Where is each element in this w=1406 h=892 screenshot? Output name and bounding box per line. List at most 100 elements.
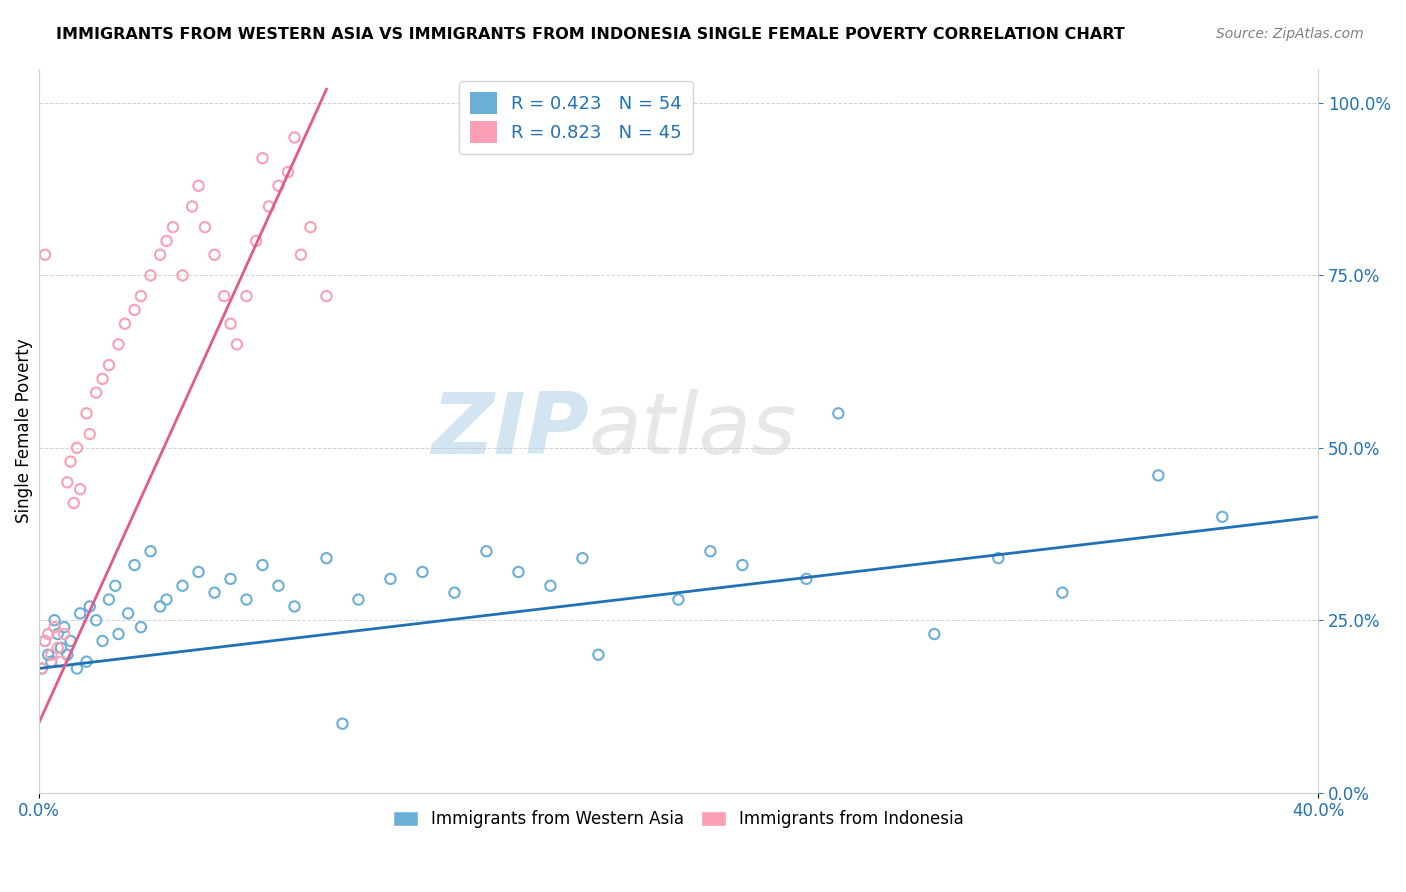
Point bbox=[155, 234, 177, 248]
Point bbox=[76, 406, 98, 420]
Point bbox=[46, 640, 69, 655]
Point bbox=[149, 248, 172, 262]
Point bbox=[49, 655, 72, 669]
Point bbox=[104, 579, 127, 593]
Point bbox=[46, 627, 69, 641]
Point bbox=[283, 599, 305, 614]
Point bbox=[97, 592, 120, 607]
Point bbox=[84, 385, 107, 400]
Point bbox=[538, 579, 561, 593]
Point bbox=[37, 648, 59, 662]
Point bbox=[827, 406, 849, 420]
Point bbox=[37, 627, 59, 641]
Text: atlas: atlas bbox=[589, 389, 797, 472]
Point bbox=[245, 234, 267, 248]
Point bbox=[347, 592, 370, 607]
Point bbox=[76, 655, 98, 669]
Point bbox=[124, 302, 146, 317]
Point bbox=[124, 558, 146, 572]
Point bbox=[443, 585, 465, 599]
Point bbox=[129, 620, 152, 634]
Point bbox=[212, 289, 235, 303]
Point bbox=[1211, 509, 1233, 524]
Point bbox=[117, 607, 139, 621]
Point bbox=[114, 317, 136, 331]
Point bbox=[59, 634, 82, 648]
Point bbox=[235, 289, 257, 303]
Point bbox=[226, 337, 249, 351]
Point bbox=[668, 592, 690, 607]
Point bbox=[924, 627, 946, 641]
Point bbox=[267, 579, 290, 593]
Point bbox=[508, 565, 530, 579]
Point bbox=[267, 178, 290, 193]
Point bbox=[31, 661, 53, 675]
Point bbox=[699, 544, 721, 558]
Text: IMMIGRANTS FROM WESTERN ASIA VS IMMIGRANTS FROM INDONESIA SINGLE FEMALE POVERTY : IMMIGRANTS FROM WESTERN ASIA VS IMMIGRAN… bbox=[56, 27, 1125, 42]
Point bbox=[53, 620, 76, 634]
Point bbox=[59, 455, 82, 469]
Point bbox=[44, 620, 66, 634]
Text: Source: ZipAtlas.com: Source: ZipAtlas.com bbox=[1216, 27, 1364, 41]
Point bbox=[283, 130, 305, 145]
Point bbox=[204, 248, 226, 262]
Point bbox=[91, 634, 114, 648]
Point bbox=[277, 165, 299, 179]
Point bbox=[315, 551, 337, 566]
Y-axis label: Single Female Poverty: Single Female Poverty bbox=[15, 338, 32, 523]
Point bbox=[62, 496, 84, 510]
Point bbox=[84, 613, 107, 627]
Point bbox=[380, 572, 402, 586]
Point bbox=[194, 220, 217, 235]
Point bbox=[97, 358, 120, 372]
Point bbox=[66, 661, 89, 675]
Point bbox=[155, 592, 177, 607]
Legend: Immigrants from Western Asia, Immigrants from Indonesia: Immigrants from Western Asia, Immigrants… bbox=[387, 804, 970, 835]
Point bbox=[129, 289, 152, 303]
Point bbox=[139, 268, 162, 283]
Point bbox=[987, 551, 1010, 566]
Point bbox=[44, 613, 66, 627]
Point bbox=[41, 655, 63, 669]
Point bbox=[91, 372, 114, 386]
Point bbox=[299, 220, 322, 235]
Point bbox=[252, 558, 274, 572]
Point bbox=[731, 558, 754, 572]
Point bbox=[187, 178, 209, 193]
Point bbox=[139, 544, 162, 558]
Point bbox=[56, 475, 79, 490]
Point bbox=[315, 289, 337, 303]
Point bbox=[796, 572, 818, 586]
Point bbox=[107, 337, 129, 351]
Point bbox=[79, 599, 101, 614]
Point bbox=[66, 441, 89, 455]
Text: ZIP: ZIP bbox=[432, 389, 589, 472]
Point bbox=[187, 565, 209, 579]
Point bbox=[53, 627, 76, 641]
Point bbox=[162, 220, 184, 235]
Point bbox=[219, 317, 242, 331]
Point bbox=[257, 199, 280, 213]
Point bbox=[172, 579, 194, 593]
Point bbox=[149, 599, 172, 614]
Point bbox=[475, 544, 498, 558]
Point bbox=[219, 572, 242, 586]
Point bbox=[332, 716, 354, 731]
Point bbox=[34, 248, 56, 262]
Point bbox=[69, 482, 91, 496]
Point bbox=[1147, 468, 1170, 483]
Point bbox=[181, 199, 204, 213]
Point bbox=[79, 427, 101, 442]
Point bbox=[588, 648, 610, 662]
Point bbox=[1052, 585, 1074, 599]
Point bbox=[41, 648, 63, 662]
Point bbox=[204, 585, 226, 599]
Point bbox=[290, 248, 312, 262]
Point bbox=[34, 634, 56, 648]
Point bbox=[571, 551, 593, 566]
Point bbox=[49, 640, 72, 655]
Point bbox=[235, 592, 257, 607]
Point bbox=[252, 151, 274, 165]
Point bbox=[69, 607, 91, 621]
Point bbox=[172, 268, 194, 283]
